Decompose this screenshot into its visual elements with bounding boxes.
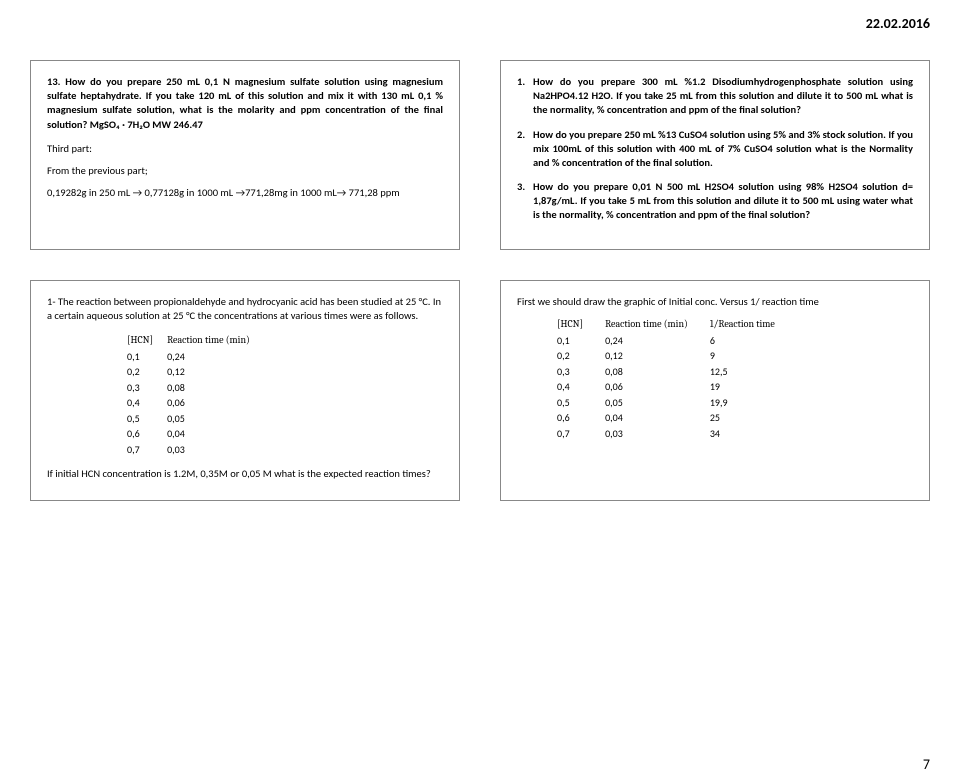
table-cell: 0,04	[605, 410, 710, 426]
table-cell: 0,24	[167, 349, 264, 365]
table-cell: 0,6	[557, 410, 605, 426]
col-hcn: [HCN]	[127, 333, 167, 349]
question-list: 1. How do you prepare 300 mL %1.2 Disodi…	[517, 75, 913, 223]
item-number: 1.	[517, 75, 533, 118]
table-cell: 0,03	[167, 442, 264, 458]
hcn-table: [HCN] Reaction time (min) 0,10,240,20,12…	[127, 333, 264, 457]
table-cell: 0,3	[127, 380, 167, 396]
table-cell: 6	[710, 333, 797, 349]
hcn-inverse-table: [HCN] Reaction time (min) 1/Reaction tim…	[557, 317, 797, 441]
table-cell: 19	[710, 379, 797, 395]
table-cell: 0,5	[127, 411, 167, 427]
table-row: 0,60,04	[127, 426, 264, 442]
graphic-intro: First we should draw the graphic of Init…	[517, 295, 913, 309]
item-body: How do you prepare 0,01 N 500 mL H2SO4 s…	[533, 180, 913, 223]
table-cell: 0,2	[127, 364, 167, 380]
date-text: 22.02.2016	[866, 15, 930, 32]
panel-top-right: 1. How do you prepare 300 mL %1.2 Disodi…	[500, 60, 930, 250]
table-cell: 34	[710, 426, 797, 442]
list-item: 1. How do you prepare 300 mL %1.2 Disodi…	[517, 75, 913, 118]
panel-bottom-right: First we should draw the graphic of Init…	[500, 280, 930, 501]
table-row: 0,10,246	[557, 333, 797, 349]
table-cell: 0,4	[557, 379, 605, 395]
table-cell: 0,7	[127, 442, 167, 458]
table-row: 0,70,0334	[557, 426, 797, 442]
table-row: 0,20,12	[127, 364, 264, 380]
table-cell: 0,12	[167, 364, 264, 380]
slide-grid: 13. How do you prepare 250 mL 0,1 N magn…	[30, 60, 930, 501]
table-cell: 0,08	[605, 364, 710, 380]
table-row: 0,40,06	[127, 395, 264, 411]
table-cell: 0,06	[167, 395, 264, 411]
table-cell: 0,1	[127, 349, 167, 365]
calculation-text: 0,19282g in 250 mL → 0,77128g in 1000 mL…	[47, 186, 443, 200]
table-cell: 0,04	[167, 426, 264, 442]
table-cell: 0,12	[605, 348, 710, 364]
table-cell: 0,08	[167, 380, 264, 396]
question-13: 13. How do you prepare 250 mL 0,1 N magn…	[47, 75, 443, 132]
table-header-row: [HCN] Reaction time (min) 1/Reaction tim…	[557, 317, 797, 333]
col-hcn: [HCN]	[557, 317, 605, 333]
table-cell: 0,03	[605, 426, 710, 442]
table-row: 0,50,0519,9	[557, 395, 797, 411]
table-cell: 0,3	[557, 364, 605, 380]
table-row: 0,30,08	[127, 380, 264, 396]
reaction-intro: 1- The reaction between propionaldehyde …	[47, 295, 443, 323]
list-item: 3. How do you prepare 0,01 N 500 mL H2SO…	[517, 180, 913, 223]
table-cell: 0,05	[605, 395, 710, 411]
previous-part-label: From the previous part;	[47, 164, 443, 178]
table-row: 0,70,03	[127, 442, 264, 458]
table-row: 0,50,05	[127, 411, 264, 427]
col-inverse: 1/Reaction time	[710, 317, 797, 333]
table-cell: 0,6	[127, 426, 167, 442]
item-number: 2.	[517, 128, 533, 171]
table-cell: 12,5	[710, 364, 797, 380]
table-row: 0,10,24	[127, 349, 264, 365]
list-item: 2. How do you prepare 250 mL %13 CuSO4 s…	[517, 128, 913, 171]
table-cell: 19,9	[710, 395, 797, 411]
table-cell: 0,1	[557, 333, 605, 349]
item-number: 3.	[517, 180, 533, 223]
table-row: 0,60,0425	[557, 410, 797, 426]
page-number: 7	[923, 756, 930, 773]
col-time: Reaction time (min)	[167, 333, 264, 349]
table-cell: 0,4	[127, 395, 167, 411]
table-cell: 0,05	[167, 411, 264, 427]
panel-bottom-left: 1- The reaction between propionaldehyde …	[30, 280, 460, 501]
table-header-row: [HCN] Reaction time (min)	[127, 333, 264, 349]
table-cell: 0,5	[557, 395, 605, 411]
table-cell: 0,24	[605, 333, 710, 349]
table-cell: 0,2	[557, 348, 605, 364]
col-time: Reaction time (min)	[605, 317, 710, 333]
table-cell: 25	[710, 410, 797, 426]
table-row: 0,20,129	[557, 348, 797, 364]
item-body: How do you prepare 300 mL %1.2 Disodiumh…	[533, 75, 913, 118]
item-body: How do you prepare 250 mL %13 CuSO4 solu…	[533, 128, 913, 171]
third-part-label: Third part:	[47, 142, 443, 156]
panel-top-left: 13. How do you prepare 250 mL 0,1 N magn…	[30, 60, 460, 250]
table-cell: 0,06	[605, 379, 710, 395]
table-cell: 9	[710, 348, 797, 364]
question-bottom: If initial HCN concentration is 1.2M, 0,…	[47, 467, 443, 481]
table-row: 0,30,0812,5	[557, 364, 797, 380]
table-row: 0,40,0619	[557, 379, 797, 395]
table-cell: 0,7	[557, 426, 605, 442]
